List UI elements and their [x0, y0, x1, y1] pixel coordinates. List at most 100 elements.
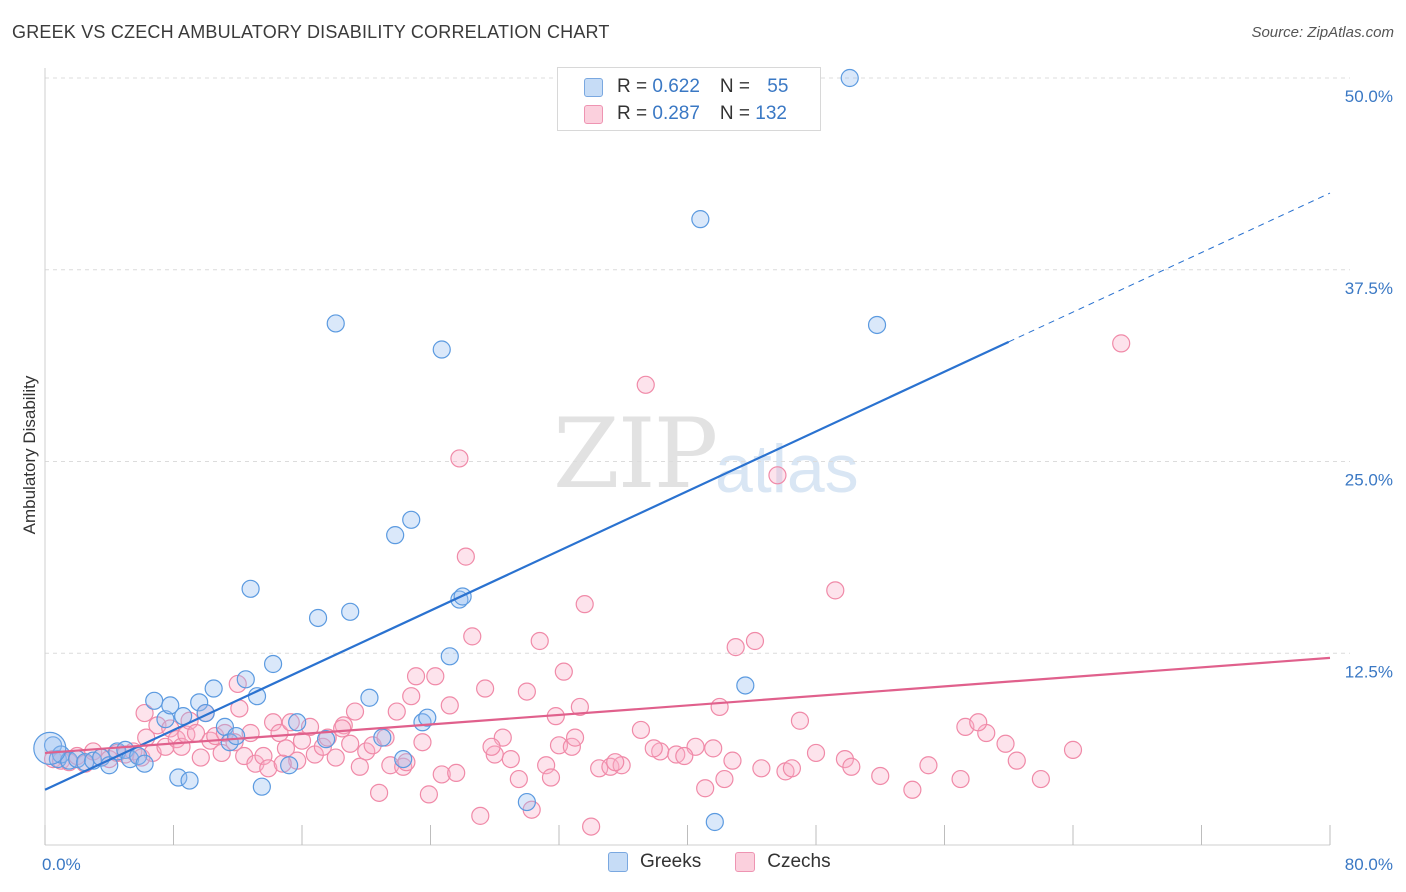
greeks-point: [394, 749, 413, 769]
greeks-point: [373, 728, 392, 747]
greeks-point: [418, 708, 437, 727]
greeks-point: [241, 579, 260, 598]
bottom-legend-czechs: Czechs: [735, 851, 831, 873]
czechs-point: [413, 733, 432, 752]
czechs-point: [1007, 751, 1026, 770]
greeks-point: [432, 340, 451, 359]
czechs-point: [350, 757, 369, 776]
czechs-point: [726, 638, 745, 657]
czechs-point: [397, 753, 416, 772]
chart-title: GREEK VS CZECH AMBULATORY DISABILITY COR…: [12, 22, 610, 42]
czechs-point: [842, 757, 861, 776]
czechs-point: [402, 687, 421, 706]
legend-r-label: R =: [617, 76, 653, 97]
greeks-point: [360, 688, 379, 707]
czechs-point: [191, 748, 210, 767]
legend-row-greeks: R = 0.622 N = 55: [584, 76, 788, 98]
czechs-points: [43, 334, 1131, 836]
bottom-legend-label-czechs: Czechs: [767, 851, 831, 872]
czechs-point: [826, 581, 845, 600]
greeks-point: [402, 510, 421, 529]
czechs-point: [471, 806, 490, 825]
czechs-point: [440, 696, 459, 715]
greeks-point: [169, 768, 188, 787]
czechs-point: [554, 662, 573, 681]
trend-lines: [44, 192, 1331, 791]
czechs-point: [270, 723, 289, 743]
czechs-point: [463, 627, 482, 646]
legend-row-czechs: R = 0.287 N = 132: [584, 103, 787, 125]
czechs-point: [517, 682, 536, 701]
czechs-point: [636, 375, 655, 394]
czechs-point: [996, 734, 1015, 753]
greeks-point: [190, 693, 209, 712]
greeks-point: [263, 654, 283, 674]
watermark-atlas: atlas: [715, 431, 859, 507]
czechs-point: [263, 713, 283, 732]
legend-n-label: N =: [719, 76, 756, 97]
czechs-point: [326, 748, 345, 767]
tick-labels: 12.5% 25.0% 37.5% 50.0% 0.0% 80.0%: [42, 87, 1393, 874]
czechs-point: [406, 667, 426, 686]
czechs-point: [450, 449, 469, 468]
czechs-point: [782, 759, 802, 778]
czechs-point: [482, 737, 501, 756]
czechs-point: [919, 756, 938, 775]
greeks-point: [161, 696, 180, 715]
czechs-point: [259, 759, 278, 778]
y-tick-label: 37.5%: [1345, 279, 1393, 298]
czechs-point: [215, 723, 234, 743]
legend-n-value: 132: [755, 103, 787, 124]
greeks-point: [705, 812, 724, 832]
czechs-point: [541, 768, 561, 787]
bottom-legend-swatch-czechs: [735, 852, 756, 872]
czechs-point: [135, 703, 154, 723]
czechs-point: [631, 720, 651, 740]
legend-r-label: R =: [617, 103, 653, 124]
czechs-point: [530, 631, 549, 651]
czechs-point: [370, 783, 389, 802]
greeks-point: [867, 315, 887, 335]
czechs-point: [745, 631, 765, 651]
greeks-point: [308, 608, 328, 628]
greeks-point: [386, 526, 405, 545]
bottom-legend: Greeks Czechs: [608, 851, 865, 873]
source-label: Source: ZipAtlas.com: [1251, 24, 1394, 41]
czechs-point: [333, 719, 352, 738]
bottom-legend-label-greeks: Greeks: [640, 851, 702, 872]
czechs-point: [447, 763, 466, 783]
czechs-point: [273, 754, 292, 773]
czechs-point: [456, 547, 475, 566]
greeks-point: [145, 691, 164, 710]
czechs-point: [696, 779, 715, 798]
greeks-point: [280, 756, 299, 775]
legend-n-label: N =: [719, 103, 756, 124]
czechs-point: [723, 751, 742, 770]
czechs-point: [675, 746, 694, 766]
czechs-point: [292, 731, 312, 750]
x-tick-label: 0.0%: [42, 855, 81, 874]
czechs-point: [806, 743, 826, 763]
greeks-point: [440, 647, 459, 666]
czechs-point: [575, 595, 594, 614]
x-tick-label: 80.0%: [1345, 855, 1393, 874]
czechs-point: [790, 711, 810, 730]
greeks-point: [691, 210, 710, 229]
czechs-point: [281, 713, 300, 732]
y-tick-label: 50.0%: [1345, 87, 1393, 106]
czechs-point: [419, 785, 438, 804]
legend-r-value: 0.287: [652, 103, 700, 124]
greeks-point: [135, 754, 154, 773]
czechs-point: [752, 759, 771, 778]
greeks-point: [736, 676, 755, 695]
greeks-point: [236, 670, 255, 689]
czechs-point: [768, 466, 787, 485]
czechs-point: [704, 739, 723, 758]
czechs-point: [903, 780, 922, 799]
bottom-legend-swatch-greeks: [608, 852, 628, 872]
greeks-trend-line: [44, 340, 1010, 791]
greeks-point: [316, 730, 336, 749]
czechs-point: [387, 702, 406, 721]
axes: [44, 68, 1331, 846]
